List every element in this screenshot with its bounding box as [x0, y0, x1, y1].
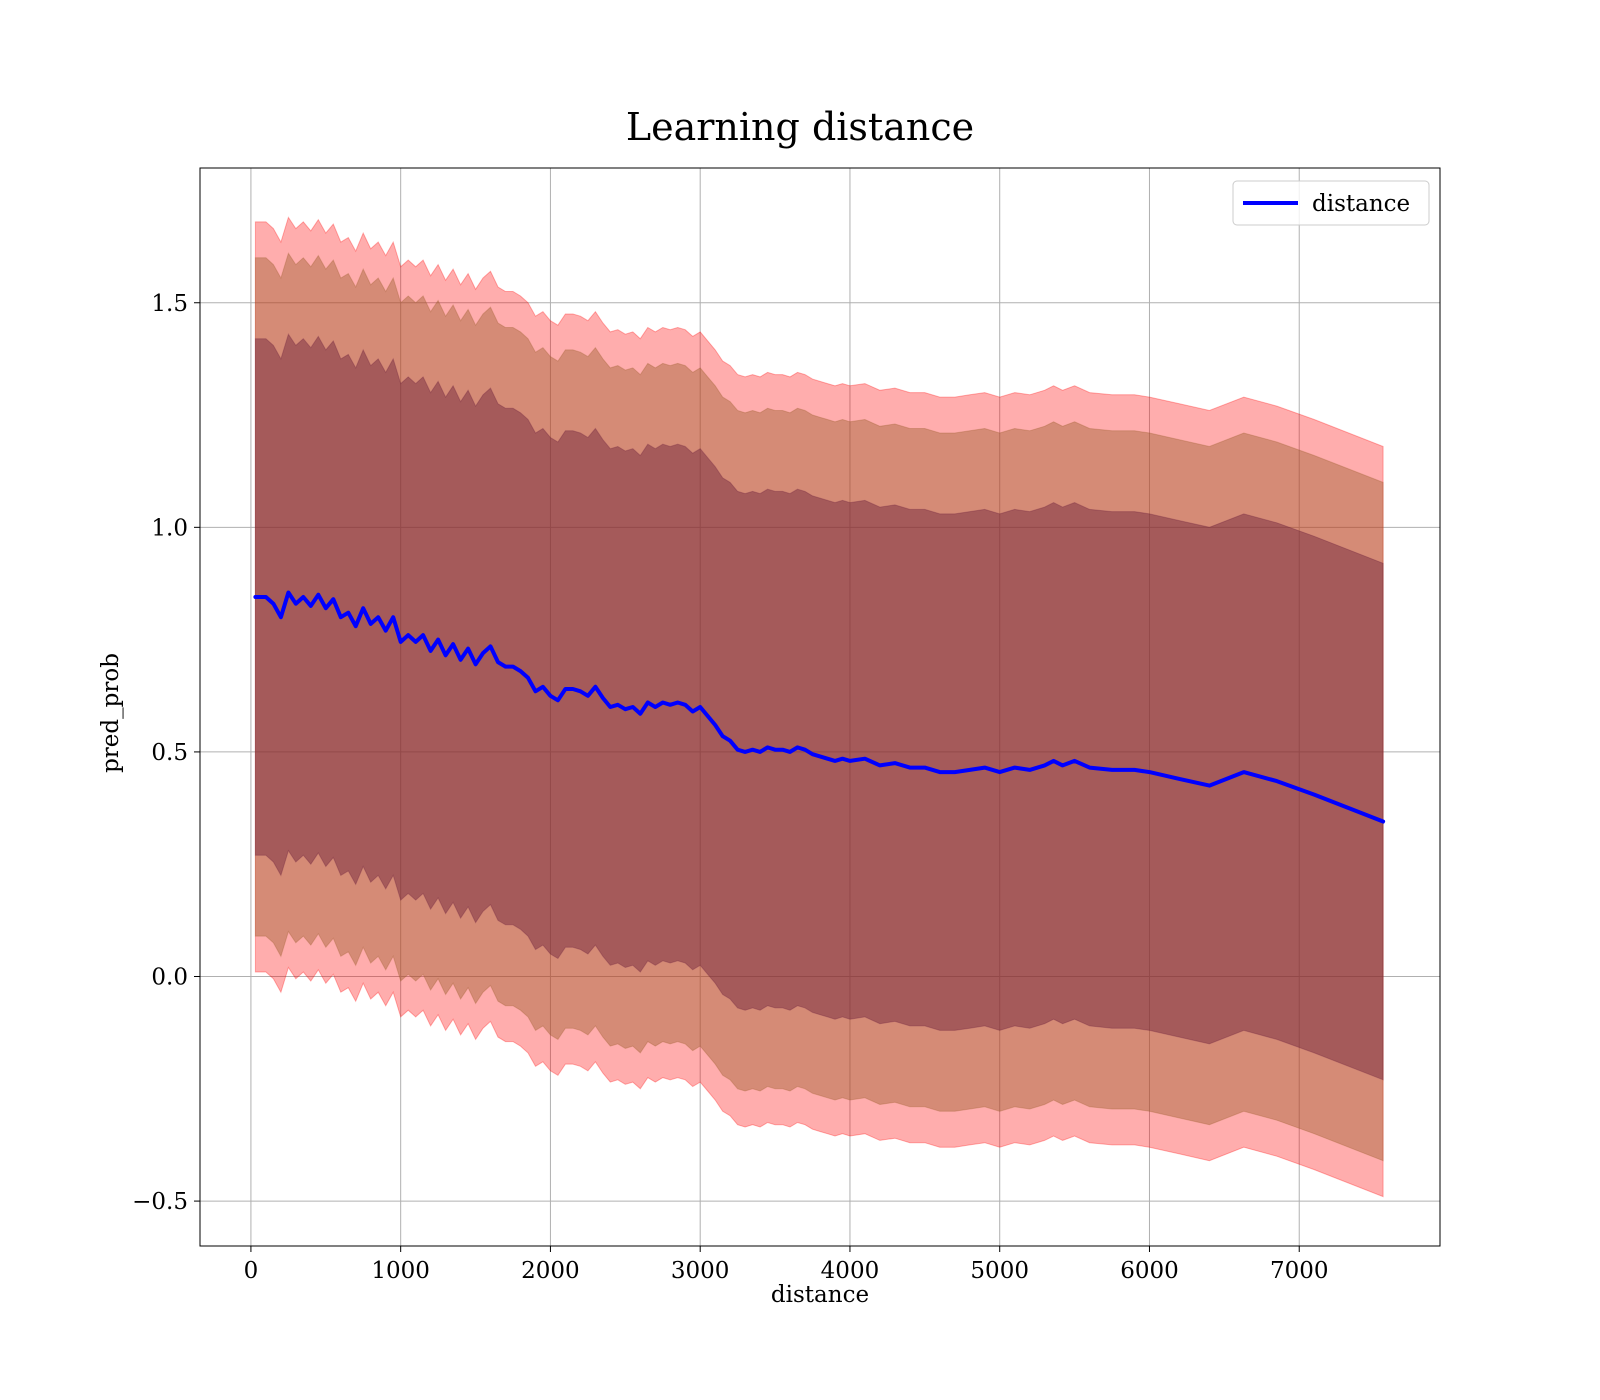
band-core — [254, 333, 1384, 1081]
y-tick-label: 0.5 — [151, 740, 188, 766]
band-outer — [254, 216, 1384, 1198]
chart-title: Learning distance — [626, 105, 974, 149]
x-axis: 0 1000 2000 3000 4000 5000 6000 7000 — [244, 1246, 1329, 1284]
plot-frame — [199, 167, 1441, 1247]
legend: distance — [1232, 180, 1430, 226]
series-lines — [253, 590, 1386, 824]
confidence-bands — [254, 216, 1384, 1198]
band-inner — [254, 252, 1384, 1162]
y-tick-label: 1.5 — [151, 291, 188, 317]
grid — [200, 168, 1440, 1246]
legend-label: distance — [1312, 191, 1410, 217]
legend-box — [1232, 180, 1430, 226]
y-tick-label: 0.0 — [151, 965, 188, 991]
x-tick-label: 4000 — [821, 1258, 880, 1284]
x-tick-label: 5000 — [970, 1258, 1029, 1284]
x-tick-label: 6000 — [1120, 1258, 1179, 1284]
x-tick-label: 7000 — [1270, 1258, 1329, 1284]
x-tick-label: 1000 — [371, 1258, 430, 1284]
y-tick-label: 1.0 — [151, 515, 188, 541]
x-tick-label: 3000 — [671, 1258, 730, 1284]
x-axis-label: distance — [771, 1282, 869, 1308]
y-axis-label: pred_prob — [98, 653, 124, 773]
series-line-distance — [253, 590, 1386, 824]
x-tick-label: 0 — [244, 1258, 259, 1284]
y-tick-label: −0.5 — [132, 1189, 188, 1215]
x-tick-label: 2000 — [521, 1258, 580, 1284]
y-axis: −0.5 0.0 0.5 1.0 1.5 — [132, 291, 200, 1215]
